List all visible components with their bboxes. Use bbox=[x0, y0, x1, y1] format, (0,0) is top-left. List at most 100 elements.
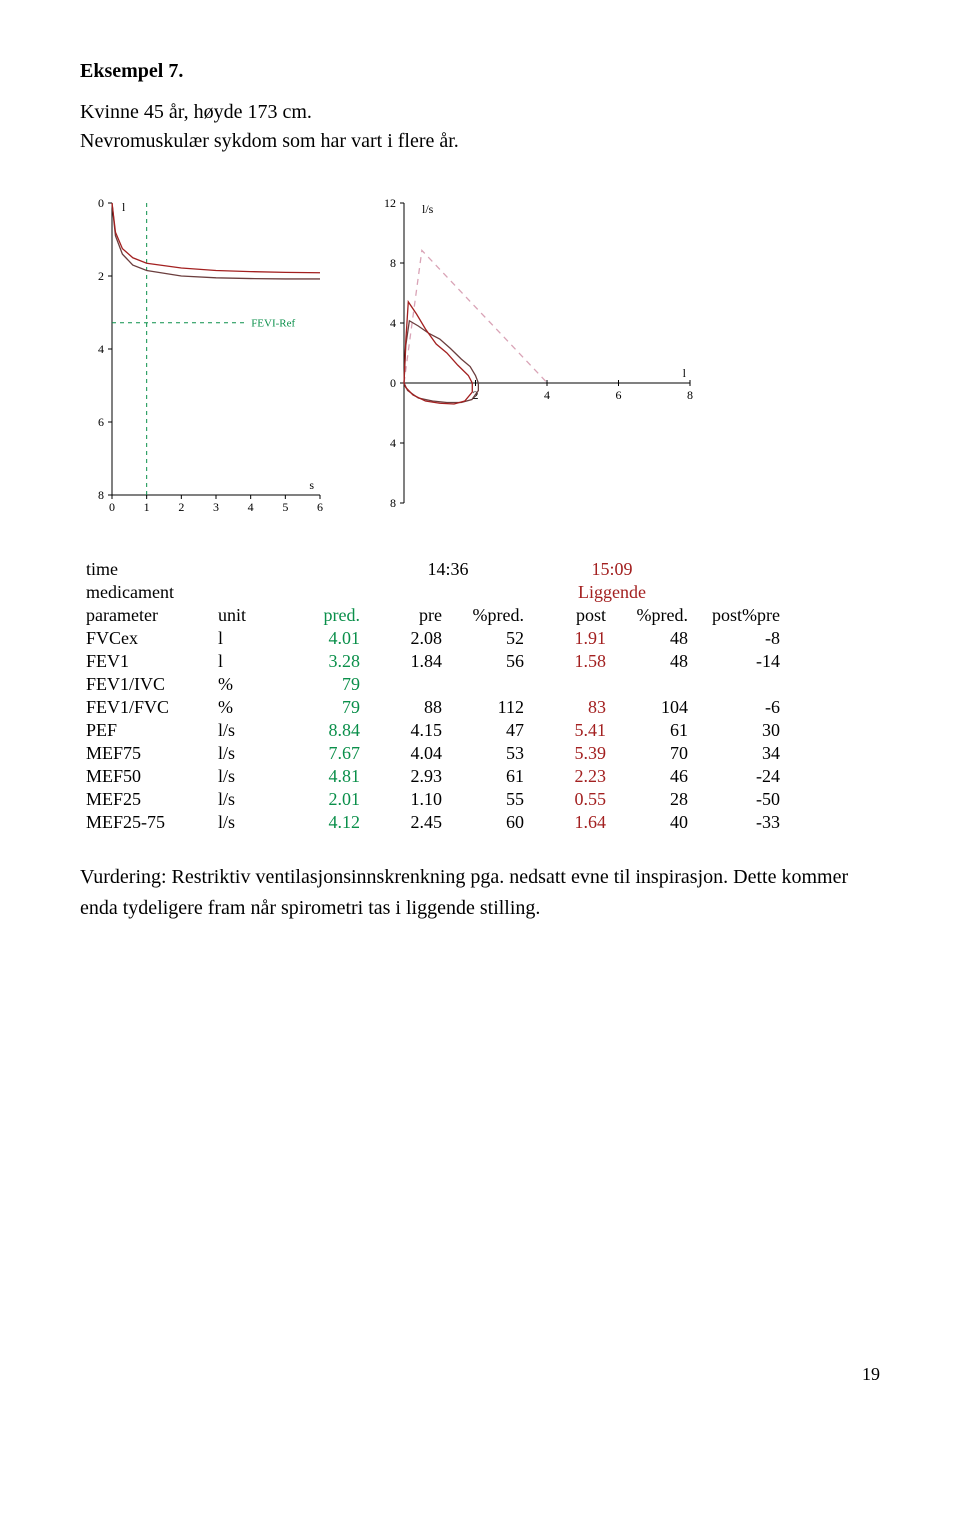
svg-text:l: l bbox=[122, 200, 126, 214]
table-row: FVCexl4.012.08521.9148-8 bbox=[80, 627, 786, 650]
cell-pre: 1.84 bbox=[366, 650, 448, 673]
cell-post: 2.23 bbox=[530, 765, 612, 788]
patient-line-2: Nevromuskulær sykdom som har vart i fler… bbox=[80, 130, 880, 153]
cell-pred: 2.01 bbox=[284, 788, 366, 811]
cell-pre: 4.04 bbox=[366, 742, 448, 765]
hdr-unit: unit bbox=[212, 604, 284, 627]
cell-pctpred: 112 bbox=[448, 696, 530, 719]
cell-post: 0.55 bbox=[530, 788, 612, 811]
cell-pctpred2: 61 bbox=[612, 719, 694, 742]
hdr-pctpred: %pred. bbox=[448, 604, 530, 627]
hdr-pctpred2: %pred. bbox=[612, 604, 694, 627]
cell-pctpred2: 48 bbox=[612, 650, 694, 673]
cell-postpre bbox=[694, 673, 786, 696]
cell-post: 5.41 bbox=[530, 719, 612, 742]
svg-text:4: 4 bbox=[248, 500, 254, 514]
cell-pctpred: 61 bbox=[448, 765, 530, 788]
svg-text:4: 4 bbox=[98, 342, 104, 356]
cell-param: MEF50 bbox=[80, 765, 212, 788]
cell-postpre: -50 bbox=[694, 788, 786, 811]
table-row: MEF75l/s7.674.04535.397034 bbox=[80, 742, 786, 765]
svg-text:2: 2 bbox=[98, 269, 104, 283]
cell-pctpred2: 46 bbox=[612, 765, 694, 788]
svg-text:5: 5 bbox=[282, 500, 288, 514]
cell-pre: 2.93 bbox=[366, 765, 448, 788]
cell-pctpred: 55 bbox=[448, 788, 530, 811]
post-note: Liggende bbox=[530, 581, 694, 604]
cell-pctpred2: 104 bbox=[612, 696, 694, 719]
cell-postpre: 34 bbox=[694, 742, 786, 765]
cell-pctpred: 56 bbox=[448, 650, 530, 673]
conclusion-text: Vurdering: Restriktiv ventilasjonsinnskr… bbox=[80, 862, 880, 924]
volume-time-chart: 024680123456lsFEVI-Ref bbox=[80, 193, 330, 528]
page-number: 19 bbox=[80, 1364, 880, 1385]
cell-postpre: -24 bbox=[694, 765, 786, 788]
cell-pre: 88 bbox=[366, 696, 448, 719]
cell-unit: l/s bbox=[212, 788, 284, 811]
cell-pctpred: 60 bbox=[448, 811, 530, 834]
time-pre: 14:36 bbox=[366, 558, 530, 581]
cell-postpre: -8 bbox=[694, 627, 786, 650]
svg-text:6: 6 bbox=[317, 500, 323, 514]
svg-text:6: 6 bbox=[98, 415, 104, 429]
cell-pred: 4.01 bbox=[284, 627, 366, 650]
cell-pred: 4.12 bbox=[284, 811, 366, 834]
cell-pctpred2: 28 bbox=[612, 788, 694, 811]
svg-text:3: 3 bbox=[213, 500, 219, 514]
table-row: FEV1/IVC%79 bbox=[80, 673, 786, 696]
svg-text:s: s bbox=[309, 478, 314, 492]
table-row: MEF25l/s2.011.10550.5528-50 bbox=[80, 788, 786, 811]
cell-post: 1.64 bbox=[530, 811, 612, 834]
cell-param: FEV1/FVC bbox=[80, 696, 212, 719]
svg-text:l: l bbox=[683, 366, 687, 380]
cell-param: MEF75 bbox=[80, 742, 212, 765]
cell-pre: 4.15 bbox=[366, 719, 448, 742]
cell-postpre: -14 bbox=[694, 650, 786, 673]
svg-text:8: 8 bbox=[98, 488, 104, 502]
cell-pre: 2.08 bbox=[366, 627, 448, 650]
svg-text:0: 0 bbox=[109, 500, 115, 514]
svg-text:6: 6 bbox=[616, 388, 622, 402]
cell-post: 83 bbox=[530, 696, 612, 719]
cell-pred: 8.84 bbox=[284, 719, 366, 742]
cell-pre: 2.45 bbox=[366, 811, 448, 834]
cell-pred: 7.67 bbox=[284, 742, 366, 765]
time-post: 15:09 bbox=[530, 558, 694, 581]
svg-text:1: 1 bbox=[144, 500, 150, 514]
hdr-pred: pred. bbox=[284, 604, 366, 627]
cell-pctpred2: 70 bbox=[612, 742, 694, 765]
hdr-param: parameter bbox=[80, 604, 212, 627]
cell-post: 1.58 bbox=[530, 650, 612, 673]
svg-text:l/s: l/s bbox=[422, 202, 434, 216]
cell-unit: l/s bbox=[212, 719, 284, 742]
svg-text:0: 0 bbox=[390, 376, 396, 390]
hdr-postpre: post%pre bbox=[694, 604, 786, 627]
cell-pctpred bbox=[448, 673, 530, 696]
table-row: MEF50l/s4.812.93612.2346-24 bbox=[80, 765, 786, 788]
table-row: FEV1/FVC%798811283104-6 bbox=[80, 696, 786, 719]
cell-pred: 79 bbox=[284, 696, 366, 719]
cell-param: MEF25 bbox=[80, 788, 212, 811]
example-heading: Eksempel 7. bbox=[80, 60, 880, 83]
cell-post: 5.39 bbox=[530, 742, 612, 765]
cell-postpre: 30 bbox=[694, 719, 786, 742]
cell-pre bbox=[366, 673, 448, 696]
cell-unit: l/s bbox=[212, 765, 284, 788]
cell-pred: 3.28 bbox=[284, 650, 366, 673]
cell-unit: l bbox=[212, 627, 284, 650]
svg-text:FEVI-Ref: FEVI-Ref bbox=[251, 318, 295, 330]
svg-text:0: 0 bbox=[98, 196, 104, 210]
cell-pred: 4.81 bbox=[284, 765, 366, 788]
cell-unit: l/s bbox=[212, 811, 284, 834]
cell-pctpred: 53 bbox=[448, 742, 530, 765]
cell-post: 1.91 bbox=[530, 627, 612, 650]
hdr-pre: pre bbox=[366, 604, 448, 627]
hdr-post: post bbox=[530, 604, 612, 627]
flow-volume-loop: 84048122468l/sl bbox=[370, 193, 700, 528]
cell-param: FEV1/IVC bbox=[80, 673, 212, 696]
table-row: PEFl/s8.844.15475.416130 bbox=[80, 719, 786, 742]
cell-param: FEV1 bbox=[80, 650, 212, 673]
cell-unit: l bbox=[212, 650, 284, 673]
cell-pctpred: 52 bbox=[448, 627, 530, 650]
cell-postpre: -33 bbox=[694, 811, 786, 834]
